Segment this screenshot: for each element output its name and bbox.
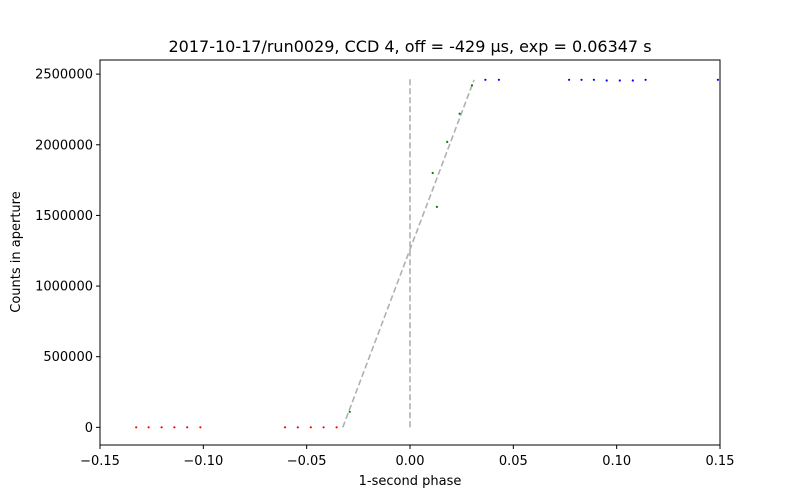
x-tick-label: −0.05: [287, 454, 327, 469]
data-point: [309, 426, 312, 429]
data-point: [568, 78, 571, 81]
data-point: [716, 78, 720, 81]
data-point: [335, 426, 338, 429]
data-point: [435, 205, 438, 208]
data-point: [147, 426, 150, 429]
chart-title: 2017-10-17/run0029, CCD 4, off = -429 μs…: [168, 37, 651, 56]
data-point: [135, 426, 138, 429]
data-point: [348, 410, 351, 413]
data-point: [446, 140, 449, 143]
x-tick-label: 0.10: [602, 454, 631, 469]
y-tick-label: 1000000: [35, 280, 93, 295]
reference-line-1: [342, 79, 475, 428]
y-tick-label: 0: [85, 421, 93, 436]
y-tick-label: 2000000: [35, 138, 93, 153]
data-point: [458, 112, 461, 115]
y-tick-label: 500000: [43, 350, 93, 365]
data-point: [431, 171, 434, 175]
x-tick-label: −0.15: [80, 454, 120, 469]
data-point: [605, 79, 608, 82]
data-point: [283, 426, 287, 429]
data-point: [296, 426, 299, 429]
data-point: [644, 78, 647, 81]
y-axis-label: Counts in aperture: [9, 191, 24, 312]
y-axis-ticks: 0 500000 1000000 1500000 2000000 2500000: [35, 68, 100, 436]
x-axis-ticks: −0.15 −0.10 −0.05 0.00 0.05 0.10 0.15: [80, 445, 734, 469]
data-point: [470, 84, 474, 87]
reference-lines: [342, 78, 475, 428]
data-point: [173, 426, 176, 429]
data-point: [618, 79, 621, 82]
data-point: [631, 79, 634, 82]
x-tick-label: 0.15: [706, 454, 735, 469]
data-point: [186, 426, 189, 429]
x-tick-label: 0.05: [499, 454, 528, 469]
y-tick-label: 1500000: [35, 209, 93, 224]
data-point: [580, 78, 583, 81]
data-points: [135, 78, 720, 429]
x-tick-label: −0.10: [183, 454, 223, 469]
data-point: [322, 426, 325, 429]
data-point: [484, 78, 487, 81]
data-point: [497, 78, 500, 81]
plot-frame: [99, 59, 721, 446]
data-point: [199, 426, 202, 429]
data-point: [592, 78, 596, 81]
y-tick-label: 2500000: [35, 68, 93, 83]
x-axis-label: 1-second phase: [359, 474, 462, 489]
x-tick-label: 0.00: [396, 454, 425, 469]
data-point: [160, 426, 163, 429]
